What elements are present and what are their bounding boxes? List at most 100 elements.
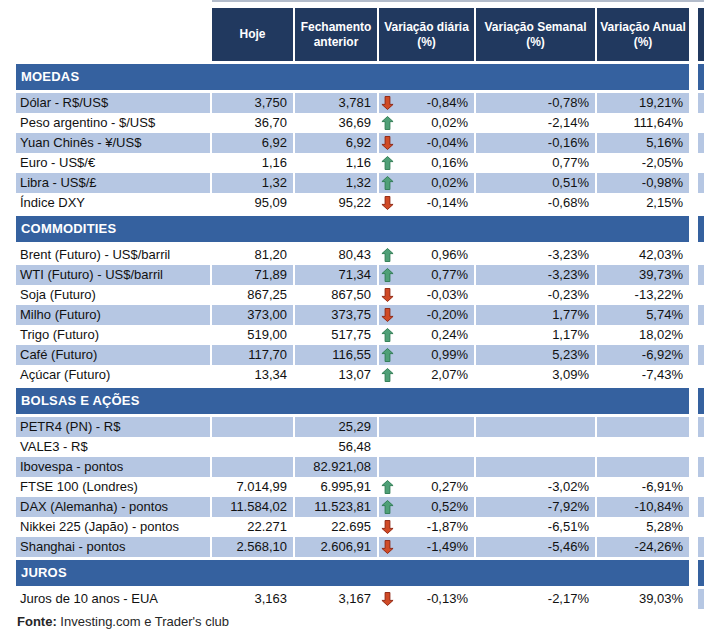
variacao-diaria-value: 0,96% — [431, 245, 468, 265]
market-report: Hoje Fechamento anterior Variação diária… — [0, 0, 704, 629]
variacao-diaria-cell: 0,27% — [379, 477, 476, 497]
variacao-anual-value: -6,92% — [597, 345, 689, 365]
variacao-diaria-cell: 0,16% — [379, 153, 476, 173]
instrument-label: Shanghai - pontos — [16, 537, 212, 557]
variacao-semanal-value: -5,46% — [476, 537, 597, 557]
left-margin — [0, 265, 16, 285]
instrument-label: FTSE 100 (Londres) — [16, 477, 212, 497]
cut-off-column-sliver — [698, 345, 704, 365]
fechamento-anterior-value: 56,48 — [295, 437, 379, 457]
right-gap — [689, 457, 698, 477]
variacao-anual-value: 5,74% — [597, 305, 689, 325]
variacao-anual-value: 2,15% — [597, 193, 689, 213]
table-row: Shanghai - pontos 2.568,10 2.606,91 -1,4… — [0, 537, 704, 557]
variacao-diaria-cell: 0,24% — [379, 325, 476, 345]
table-row: Dólar - R$/US$ 3,750 3,781 -0,84% -0,78%… — [0, 93, 704, 113]
right-gap — [689, 497, 698, 517]
left-margin — [0, 417, 16, 437]
cut-off-column-sliver — [698, 388, 704, 414]
hoje-value: 11.584,02 — [212, 497, 295, 517]
right-gap — [689, 245, 698, 265]
instrument-label: Nikkei 225 (Japão) - pontos — [16, 517, 212, 537]
cut-off-column-sliver — [698, 517, 704, 537]
table-row: Ibovespa - pontos 82.921,08 — [0, 457, 704, 477]
variacao-diaria-cell: -0,13% — [379, 589, 476, 609]
down-arrow-icon — [381, 285, 396, 305]
cut-off-column-sliver — [698, 64, 704, 90]
table-row: Brent (Futuro) - US$/barril 81,20 80,43 … — [0, 245, 704, 265]
left-margin — [0, 365, 16, 385]
hoje-value: 867,25 — [212, 285, 295, 305]
left-margin — [0, 437, 16, 457]
right-gap — [689, 365, 698, 385]
variacao-diaria-cell — [379, 437, 476, 457]
instrument-label: VALE3 - R$ — [16, 437, 212, 457]
variacao-semanal-value: 1,77% — [476, 305, 597, 325]
variacao-diaria-cell: 2,07% — [379, 365, 476, 385]
up-arrow-icon — [381, 153, 396, 173]
instrument-label: Açúcar (Futuro) — [16, 365, 212, 385]
up-arrow-icon — [381, 173, 396, 193]
instrument-label: Peso argentino - $/US$ — [16, 113, 212, 133]
right-gap — [689, 113, 698, 133]
column-header-variacao-anual: Variação Anual (%) — [597, 8, 689, 61]
right-gap — [689, 93, 698, 113]
instrument-label: Milho (Futuro) — [16, 305, 212, 325]
down-arrow-icon — [381, 93, 396, 113]
variacao-diaria-cell: 0,77% — [379, 265, 476, 285]
variacao-diaria-cell: 0,52% — [379, 497, 476, 517]
variacao-anual-value: -0,98% — [597, 173, 689, 193]
table-row: WTI (Futuro) - US$/barril 71,89 71,34 0,… — [0, 265, 704, 285]
header-corner — [16, 8, 212, 61]
variacao-diaria-value: 0,52% — [431, 497, 468, 517]
hoje-value: 1,32 — [212, 173, 295, 193]
left-margin — [0, 216, 16, 242]
variacao-diaria-value: 0,16% — [431, 153, 468, 173]
variacao-anual-value: 5,28% — [597, 517, 689, 537]
variacao-diaria-value: -0,13% — [427, 589, 468, 609]
table-header-row: Hoje Fechamento anterior Variação diária… — [0, 8, 704, 61]
hoje-value: 373,00 — [212, 305, 295, 325]
cut-off-column-sliver — [698, 417, 704, 437]
left-margin — [0, 537, 16, 557]
right-gap — [689, 133, 698, 153]
instrument-label: Dólar - R$/US$ — [16, 93, 212, 113]
instrument-label: Café (Futuro) — [16, 345, 212, 365]
fechamento-anterior-value: 6,92 — [295, 133, 379, 153]
variacao-semanal-value: -0,16% — [476, 133, 597, 153]
source-text: Investing.com e Trader's club — [57, 614, 229, 629]
variacao-semanal-value: 0,51% — [476, 173, 597, 193]
table-row: Nikkei 225 (Japão) - pontos 22.271 22.69… — [0, 517, 704, 537]
left-margin — [0, 457, 16, 477]
instrument-label: Juros de 10 anos - EUA — [16, 589, 212, 609]
fechamento-anterior-value: 13,07 — [295, 365, 379, 385]
fechamento-anterior-value: 1,16 — [295, 153, 379, 173]
left-margin — [0, 153, 16, 173]
left-margin — [0, 497, 16, 517]
left-margin — [0, 325, 16, 345]
instrument-label: Yuan Chinês - ¥/US$ — [16, 133, 212, 153]
section-header: COMMODITIES — [0, 216, 704, 242]
cut-off-column-sliver — [698, 8, 704, 61]
table-row: Trigo (Futuro) 519,00 517,75 0,24% 1,17%… — [0, 325, 704, 345]
left-margin — [0, 345, 16, 365]
variacao-semanal-value: 1,17% — [476, 325, 597, 345]
cut-off-column-sliver — [698, 325, 704, 345]
hoje-value: 95,09 — [212, 193, 295, 213]
hoje-value: 6,92 — [212, 133, 295, 153]
section-header: MOEDAS — [0, 64, 704, 90]
table-row: Yuan Chinês - ¥/US$ 6,92 6,92 -0,04% -0,… — [0, 133, 704, 153]
cut-off-column-sliver — [698, 365, 704, 385]
table-row: Café (Futuro) 117,70 116,55 0,99% 5,23% … — [0, 345, 704, 365]
variacao-diaria-value: 0,99% — [431, 345, 468, 365]
variacao-diaria-cell: 0,02% — [379, 173, 476, 193]
right-gap — [689, 517, 698, 537]
left-margin — [0, 560, 16, 586]
right-gap — [689, 477, 698, 497]
fechamento-anterior-value: 517,75 — [295, 325, 379, 345]
hoje-value — [212, 437, 295, 457]
variacao-anual-value: -13,22% — [597, 285, 689, 305]
variacao-diaria-cell: -0,84% — [379, 93, 476, 113]
variacao-semanal-value: 0,77% — [476, 153, 597, 173]
variacao-anual-value: -6,91% — [597, 477, 689, 497]
